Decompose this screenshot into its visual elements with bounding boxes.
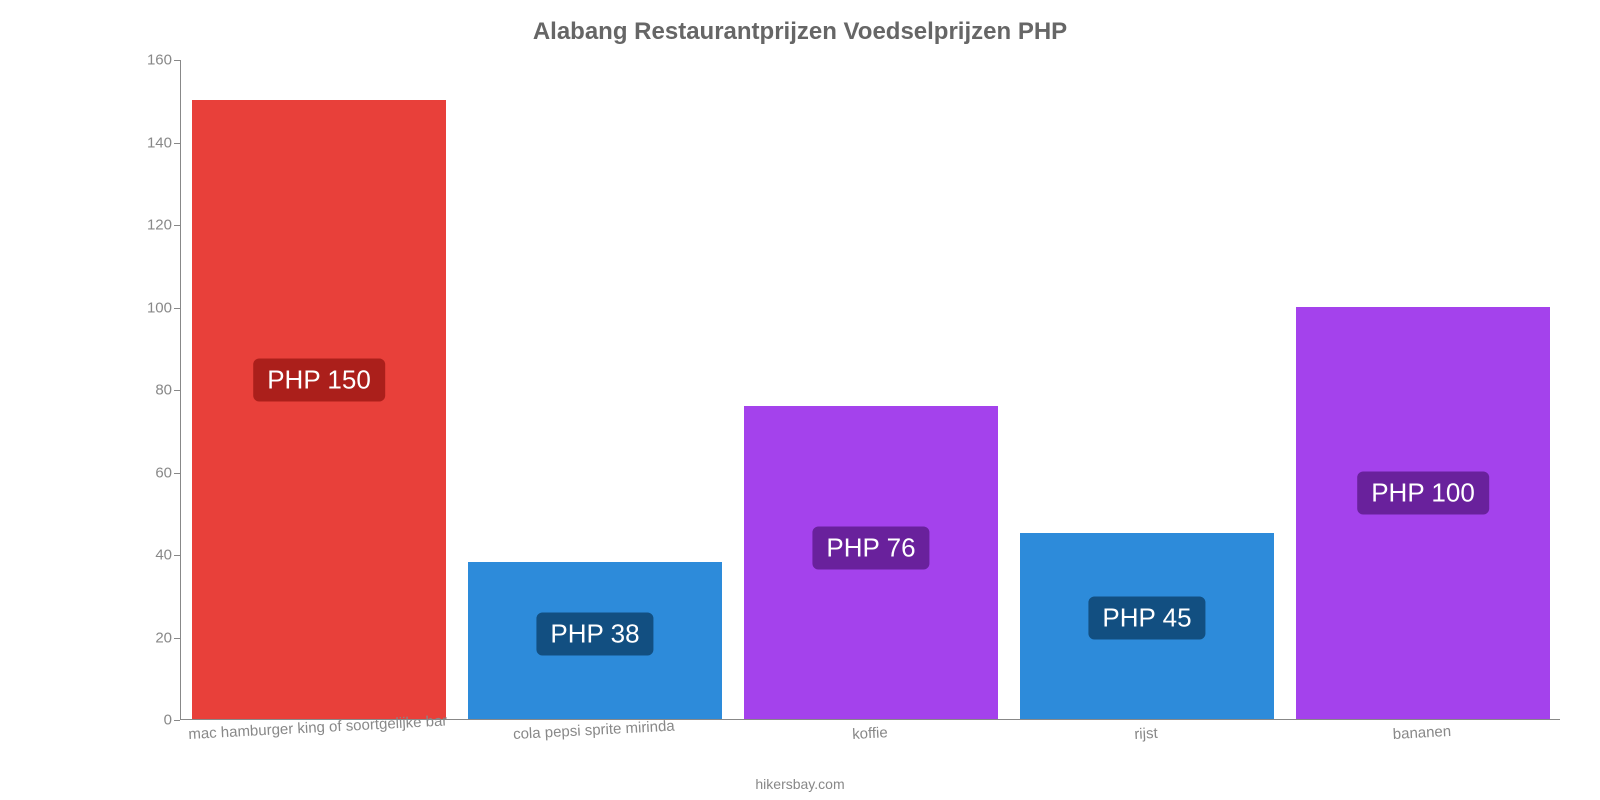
chart-container: Alabang Restaurantprijzen Voedselprijzen… bbox=[0, 0, 1600, 800]
y-tick-mark bbox=[174, 720, 180, 721]
y-tick-label: 160 bbox=[132, 52, 172, 69]
y-tick-mark bbox=[174, 638, 180, 639]
y-tick-label: 80 bbox=[132, 382, 172, 399]
y-tick-label: 100 bbox=[132, 299, 172, 316]
y-tick-label: 20 bbox=[132, 629, 172, 646]
value-badge: PHP 76 bbox=[812, 526, 929, 569]
y-tick-mark bbox=[174, 473, 180, 474]
value-badge: PHP 100 bbox=[1357, 472, 1489, 515]
y-tick-mark bbox=[174, 60, 180, 61]
plot-area: PHP 150 PHP 38 PHP 76 PHP 45 PHP 100 bbox=[180, 60, 1560, 720]
x-tick-label: bananen bbox=[1392, 723, 1451, 743]
x-tick-label: rijst bbox=[1134, 725, 1158, 743]
x-tick-label: cola pepsi sprite mirinda bbox=[513, 718, 675, 743]
chart-bar bbox=[192, 100, 446, 719]
value-badge: PHP 38 bbox=[536, 612, 653, 655]
y-tick-mark bbox=[174, 308, 180, 309]
value-badge: PHP 45 bbox=[1088, 596, 1205, 639]
y-tick-label: 0 bbox=[132, 712, 172, 729]
y-tick-mark bbox=[174, 555, 180, 556]
value-badge: PHP 150 bbox=[253, 358, 385, 401]
y-tick-mark bbox=[174, 225, 180, 226]
y-tick-label: 40 bbox=[132, 547, 172, 564]
y-tick-label: 140 bbox=[132, 134, 172, 151]
y-tick-label: 120 bbox=[132, 217, 172, 234]
x-tick-label: koffie bbox=[852, 724, 888, 743]
chart-title: Alabang Restaurantprijzen Voedselprijzen… bbox=[0, 18, 1600, 46]
y-tick-mark bbox=[174, 390, 180, 391]
y-tick-label: 60 bbox=[132, 464, 172, 481]
y-tick-mark bbox=[174, 143, 180, 144]
chart-attribution: hikersbay.com bbox=[0, 776, 1600, 792]
